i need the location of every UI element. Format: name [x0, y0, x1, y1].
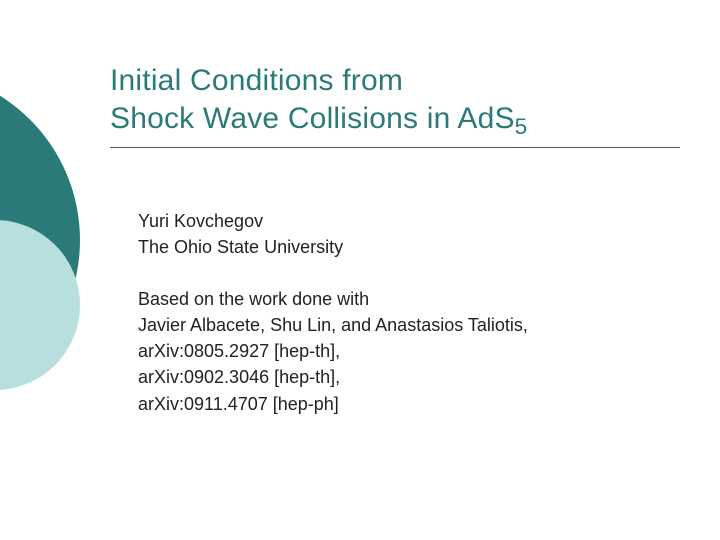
title-subscript: 5	[515, 114, 528, 139]
slide-content: Initial Conditions from Shock Wave Colli…	[110, 62, 680, 417]
collaborators: Javier Albacete, Shu Lin, and Anastasios…	[138, 312, 680, 338]
reference-2: arXiv:0902.3046 [hep-th],	[138, 364, 680, 390]
title-line-1: Initial Conditions from	[110, 64, 403, 97]
author-name: Yuri Kovchegov	[138, 208, 680, 234]
decoration-circle-large	[0, 70, 80, 410]
slide-title: Initial Conditions from Shock Wave Colli…	[110, 62, 680, 148]
based-on-intro: Based on the work done with	[138, 286, 680, 312]
reference-1: arXiv:0805.2927 [hep-th],	[138, 338, 680, 364]
title-line-2: Shock Wave Collisions in AdS	[110, 102, 515, 135]
reference-3: arXiv:0911.4707 [hep-ph]	[138, 391, 680, 417]
author-affiliation: The Ohio State University	[138, 234, 680, 260]
slide-body: Yuri Kovchegov The Ohio State University…	[138, 208, 680, 417]
slide-decoration	[0, 0, 120, 540]
decoration-circle-small	[0, 220, 80, 390]
